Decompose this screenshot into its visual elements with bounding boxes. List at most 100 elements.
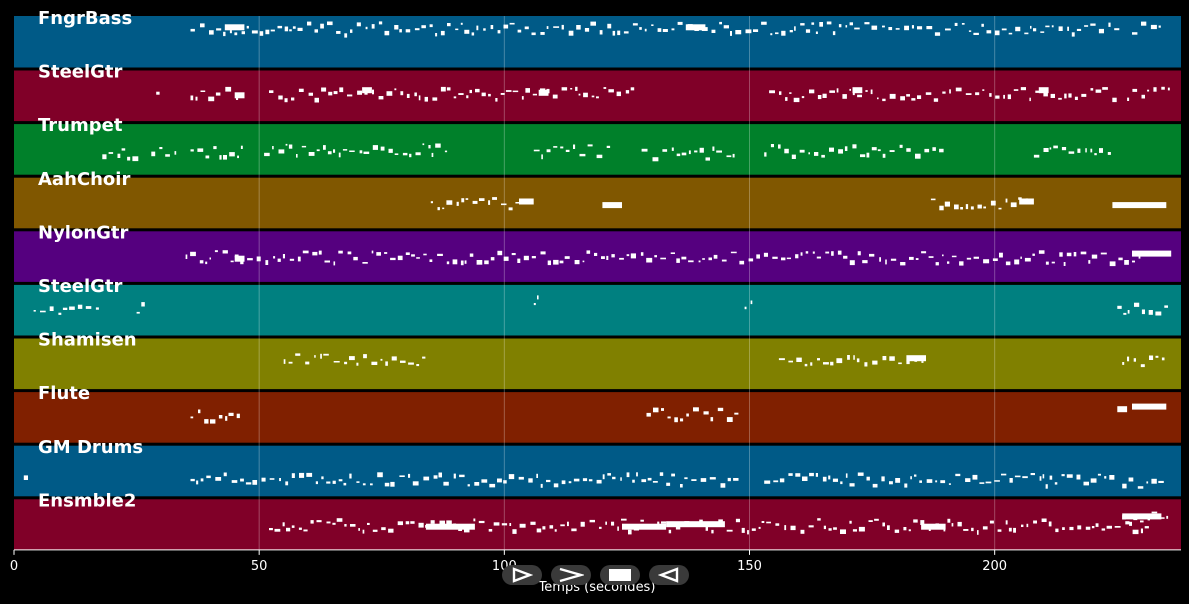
note-mark	[982, 89, 985, 91]
note-mark	[503, 480, 507, 484]
note-mark	[805, 29, 811, 33]
note-mark	[231, 480, 238, 483]
note-mark	[1063, 262, 1066, 266]
stop-button[interactable]	[600, 565, 640, 585]
note-mark	[1073, 252, 1077, 257]
note-mark	[809, 89, 815, 94]
note-mark	[730, 31, 732, 36]
note-mark	[795, 473, 801, 477]
note-mark	[858, 526, 865, 532]
note-mark	[626, 472, 630, 478]
note-mark	[388, 528, 394, 533]
note-mark	[315, 481, 318, 485]
note-mark	[1085, 526, 1091, 530]
note-mark	[1151, 511, 1158, 514]
note-mark	[291, 97, 295, 101]
note-mark	[299, 472, 305, 478]
note-mark	[278, 95, 283, 100]
note-mark	[532, 93, 537, 96]
note-mark	[646, 412, 651, 417]
note-mark	[681, 152, 687, 156]
note-mark	[805, 251, 809, 254]
note-mark	[476, 25, 479, 31]
note-mark	[430, 201, 433, 204]
note-mark	[1068, 151, 1075, 154]
note-mark	[705, 157, 710, 161]
note-mark	[745, 29, 752, 34]
note-mark	[349, 356, 355, 361]
note-mark	[270, 29, 275, 32]
note-mark	[779, 478, 785, 483]
play-button[interactable]	[502, 565, 542, 585]
note-mark	[632, 479, 635, 483]
note-mark	[1066, 252, 1072, 257]
note-mark	[540, 483, 543, 488]
note-mark	[932, 147, 936, 151]
note-mark	[677, 21, 683, 25]
note-mark	[1014, 259, 1020, 265]
note-mark	[349, 150, 355, 152]
note-mark	[990, 200, 996, 206]
note-mark	[1058, 97, 1062, 100]
note-mark	[385, 361, 388, 366]
note-mark	[218, 415, 223, 419]
note-mark	[906, 148, 911, 152]
note-mark	[973, 256, 979, 259]
note-mark	[788, 473, 793, 476]
note-mark	[537, 295, 539, 300]
note-mark	[1127, 310, 1130, 314]
note-mark	[320, 23, 324, 29]
note-mark	[979, 482, 985, 484]
note-mark	[328, 91, 333, 96]
note-mark	[1141, 309, 1145, 315]
note-mark	[1137, 486, 1144, 489]
note-mark	[316, 149, 320, 152]
note-mark	[727, 477, 731, 482]
note-mark	[1051, 25, 1054, 28]
rewind-button[interactable]	[649, 565, 689, 585]
note-mark	[489, 483, 496, 488]
note-mark	[519, 523, 526, 528]
note-mark	[895, 28, 900, 30]
note-mark	[857, 472, 864, 476]
note-mark	[1061, 147, 1067, 151]
note-mark	[985, 481, 992, 484]
note-mark	[653, 407, 659, 413]
note-mark	[541, 154, 543, 160]
note-mark	[670, 252, 675, 254]
note-mark	[156, 91, 160, 95]
note-mark	[671, 147, 674, 151]
note-mark	[422, 143, 425, 146]
note-mark	[1048, 521, 1052, 527]
note-mark	[523, 255, 529, 261]
note-mark	[332, 522, 336, 525]
track-label: Flute	[38, 383, 90, 404]
note-mark	[942, 254, 944, 257]
note-mark	[265, 29, 270, 35]
note-mark	[908, 529, 911, 532]
track-lane	[14, 69, 1181, 122]
note-mark	[666, 482, 671, 486]
note-mark	[763, 252, 768, 257]
note-mark	[702, 258, 705, 260]
note-mark	[573, 144, 576, 149]
note-mark	[474, 482, 480, 486]
note-mark	[503, 24, 509, 29]
note-mark	[1015, 26, 1021, 32]
note-mark	[1166, 515, 1169, 519]
note-mark	[785, 97, 788, 101]
note-mark	[719, 21, 722, 25]
note-mark	[838, 149, 843, 154]
note-mark	[400, 91, 404, 96]
note-mark	[870, 89, 873, 95]
note-mark	[210, 419, 216, 424]
tracks-layer	[14, 16, 1181, 550]
note-mark	[429, 259, 433, 262]
note-mark	[852, 144, 857, 149]
note-mark	[274, 528, 281, 532]
note-mark	[1039, 476, 1042, 481]
forward-button[interactable]	[551, 565, 591, 585]
note-mark	[399, 29, 402, 33]
note-mark	[899, 144, 903, 148]
note-mark	[691, 479, 697, 481]
